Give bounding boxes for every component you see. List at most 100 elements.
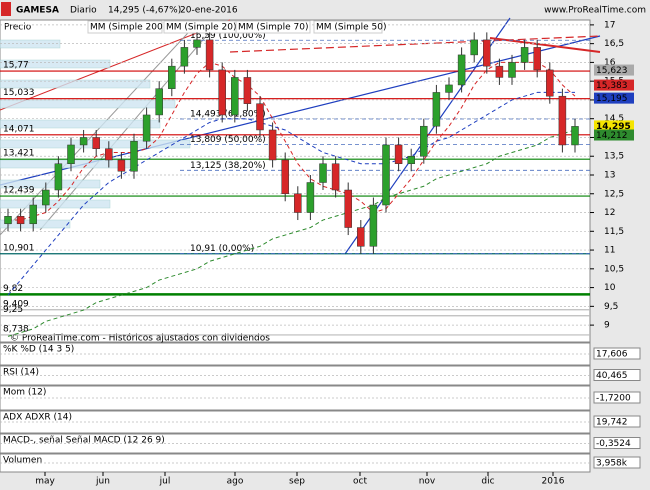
x-tick-label: may [35,477,55,487]
candle-body [369,204,378,247]
candle-body [243,77,252,104]
legend-label: MM (Simple 20) [166,23,236,33]
panel-label: %K %D (14 3 5) [3,345,74,355]
candle-body [319,163,327,183]
candle-body [520,47,529,63]
x-tick-label: nov [419,477,436,487]
y-tick-label: 9,5 [604,302,618,312]
candle-body [130,140,138,172]
candle-body [483,39,491,67]
candle-body [117,159,126,172]
legend-box [235,20,311,34]
candle-body [29,204,37,225]
candle-body [357,227,365,247]
panel-value: 17,606 [596,350,628,360]
watermark: © ProRealTime.com - Históricos ajustados… [10,333,270,344]
legend-box [313,20,383,34]
level-label: 15,033 [3,88,35,98]
last-price: 14,295 (-4,67%) [108,6,181,16]
y-tick-label: 10 [604,283,616,293]
candle-body [457,54,466,86]
candle-body [205,39,214,71]
panel-label: Volumen [3,456,42,466]
y-tick-label: 17 [604,20,615,30]
fib-label: 14,493 (61,80%) [190,109,266,119]
level-label: 9,409 [3,299,29,309]
candle-body [16,216,25,225]
date: 20-ene-2016 [180,6,238,16]
panel-value: 3,958k [596,459,628,469]
candle-body [306,182,315,213]
indicator-panel [0,385,591,411]
level-label: 14,071 [3,124,35,134]
profile-bar [0,99,176,109]
trend-line [0,19,231,111]
level-label: 13,421 [3,149,35,159]
trend-line [229,35,601,53]
candle-body [420,125,428,157]
panel-label: RSI (14) [3,368,39,378]
price-tag-label: 14,295 [596,122,631,132]
price-tag [594,120,634,132]
price-tag [594,92,634,104]
x-tick-label: oct [353,477,367,487]
candle-body [256,103,264,131]
price-tag-label: 15,383 [596,81,628,91]
candle-body [508,62,516,78]
profile-bar [0,79,151,89]
panel-value-box [593,347,641,360]
y-tick-label: 16 [604,58,616,68]
x-tick-label: dic [481,477,494,487]
x-tick-label: 2016 [542,477,565,487]
x-tick-label: jun [95,477,110,487]
candle-body [394,144,403,164]
price-tag [594,79,634,91]
panel-value: 40,465 [596,371,628,381]
panel-label: MACD-, señal Señal MACD (12 26 9) [3,436,165,446]
panel-value-box [593,391,641,404]
y-tick-label: 12,5 [604,189,624,199]
moving-average [7,91,575,296]
profile-bar [0,119,161,129]
panel-value: 19,742 [596,418,628,428]
y-tick-label: 12 [604,208,615,218]
y-tick-label: 13 [604,170,615,180]
legend-label: MM (Simple 200) [90,23,166,33]
legend-label: MM (Simple 50) [316,23,386,33]
chart-title: GAMESA [16,6,59,16]
y-tick-label: 11,5 [604,227,624,237]
panel-label: Mom (12) [3,388,46,398]
candle-body [445,84,453,93]
y-tick-label: 14,5 [604,114,624,124]
panel-label: ADX ADXR (14) [3,413,72,423]
level-label: 15,77 [3,61,29,71]
candle-body [470,39,478,56]
y-tick-label: 10,5 [604,264,624,274]
candle-body [268,129,277,161]
level-label: 8,738 [3,324,29,334]
level-label: 9,25 [3,305,23,315]
icon [1,2,11,16]
profile-bar [0,39,61,49]
candle-body [142,114,151,142]
price-tag-label: 15,195 [596,94,628,104]
candle-body [180,47,189,67]
profile-bar [0,59,111,69]
candle-body [382,144,390,206]
candle-body [294,193,302,213]
panel-value-box [593,415,641,428]
price-tag-label: 14,212 [596,131,628,141]
panel-value-box [593,437,641,449]
candle-body [331,163,340,191]
x-tick-label: ago [227,477,244,487]
level-label: 12,439 [3,186,35,196]
source: www.ProRealTime.com [544,6,646,16]
moving-average [7,129,576,337]
candle-body [344,189,352,228]
candle-body [407,155,415,164]
candle-body [168,65,176,89]
candle-body [155,88,163,116]
fib-label: 16,59 (100,00%) [190,31,266,41]
profile-bar [0,159,131,169]
